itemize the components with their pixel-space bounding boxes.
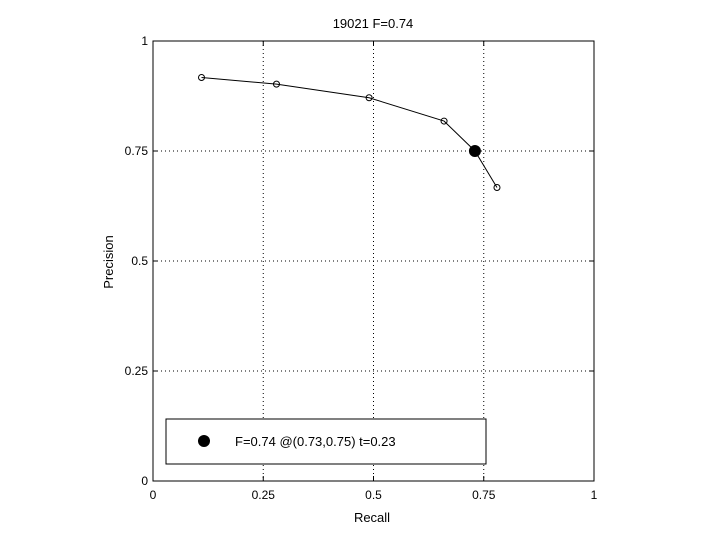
pr-data-point bbox=[493, 184, 501, 192]
chart-title: 19021 F=0.74 bbox=[333, 16, 414, 31]
best-f-point bbox=[468, 145, 481, 157]
tick-marks bbox=[152, 40, 595, 482]
grid-lines bbox=[153, 41, 594, 481]
y-tick-label: 0 bbox=[141, 474, 148, 488]
x-tick-label: 0.5 bbox=[365, 488, 382, 502]
legend: F=0.74 @(0.73,0.75) t=0.23 bbox=[165, 418, 487, 465]
pr-curve-line bbox=[201, 77, 498, 188]
plot-area bbox=[152, 40, 595, 482]
pr-data-point bbox=[440, 117, 448, 125]
x-tick-label: 0 bbox=[150, 488, 157, 502]
pr-data-point bbox=[198, 74, 206, 82]
y-tick-label: 1 bbox=[141, 34, 148, 48]
legend-box bbox=[165, 418, 487, 465]
x-axis-label: Recall bbox=[354, 510, 390, 525]
pr-data-point bbox=[365, 94, 373, 102]
series-layer bbox=[198, 74, 501, 192]
y-tick-label: 0.75 bbox=[125, 144, 149, 158]
x-tick-label: 1 bbox=[591, 488, 598, 502]
legend-marker-best-point bbox=[198, 435, 210, 447]
y-tick-labels: 0 0.25 0.5 0.75 1 bbox=[125, 34, 149, 488]
y-tick-label: 0.25 bbox=[125, 364, 149, 378]
pr-data-point bbox=[272, 80, 280, 88]
y-axis-label: Precision bbox=[101, 235, 116, 288]
x-tick-label: 0.75 bbox=[472, 488, 496, 502]
legend-entry-label: F=0.74 @(0.73,0.75) t=0.23 bbox=[235, 434, 396, 449]
x-tick-label: 0.25 bbox=[252, 488, 276, 502]
y-tick-label: 0.5 bbox=[131, 254, 148, 268]
x-tick-labels: 0 0.25 0.5 0.75 1 bbox=[150, 488, 598, 502]
